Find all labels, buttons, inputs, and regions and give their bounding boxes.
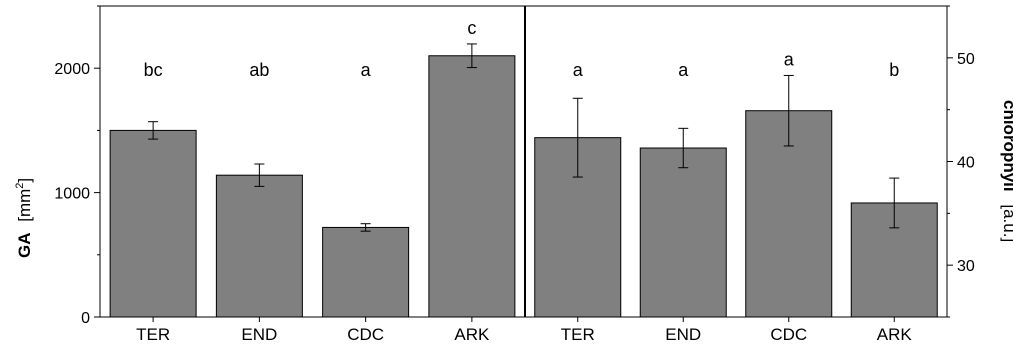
category-label: ARK — [877, 325, 913, 344]
significance-letter: b — [889, 60, 899, 80]
right-y-tick-label: 30 — [957, 258, 975, 275]
significance-letter: bc — [144, 60, 163, 80]
ticks-group: 0 1000 2000 30 40 50 — [54, 5, 975, 327]
error-bars-group — [148, 43, 900, 232]
category-label: ARK — [454, 325, 490, 344]
significance-letter: a — [361, 60, 372, 80]
right-y-tick-label: 40 — [957, 155, 975, 172]
category-label: CDC — [770, 325, 807, 344]
bar-ark — [428, 55, 516, 318]
right-y-tick-label: 50 — [957, 51, 975, 68]
bar-cdc — [322, 226, 410, 318]
category-label: END — [665, 325, 701, 344]
category-label: CDC — [347, 325, 384, 344]
bar-end — [215, 174, 303, 318]
left-axis-title: GA [mm2] — [14, 178, 34, 258]
left-y-tick-label: 1000 — [54, 186, 90, 203]
bar-ter — [109, 129, 197, 318]
significance-letter: a — [784, 49, 795, 69]
significance-letters-group: bc ab aca aab — [144, 18, 900, 80]
significance-letter: ab — [249, 60, 269, 80]
significance-letter: a — [678, 60, 689, 80]
left-y-tick-label: 0 — [81, 310, 90, 327]
left-y-tick-label: 2000 — [54, 61, 90, 78]
significance-letter: a — [573, 60, 584, 80]
category-label: TER — [136, 325, 170, 344]
category-label: TER — [561, 325, 595, 344]
bars-group — [109, 55, 938, 318]
category-labels-group: TER END CDC ARK TER END CDC ARK — [136, 325, 912, 344]
bar-end — [639, 147, 727, 318]
right-axis-title: chlorophyll [a.u.] — [1000, 100, 1013, 242]
significance-letter: c — [467, 18, 476, 38]
category-label: END — [241, 325, 277, 344]
